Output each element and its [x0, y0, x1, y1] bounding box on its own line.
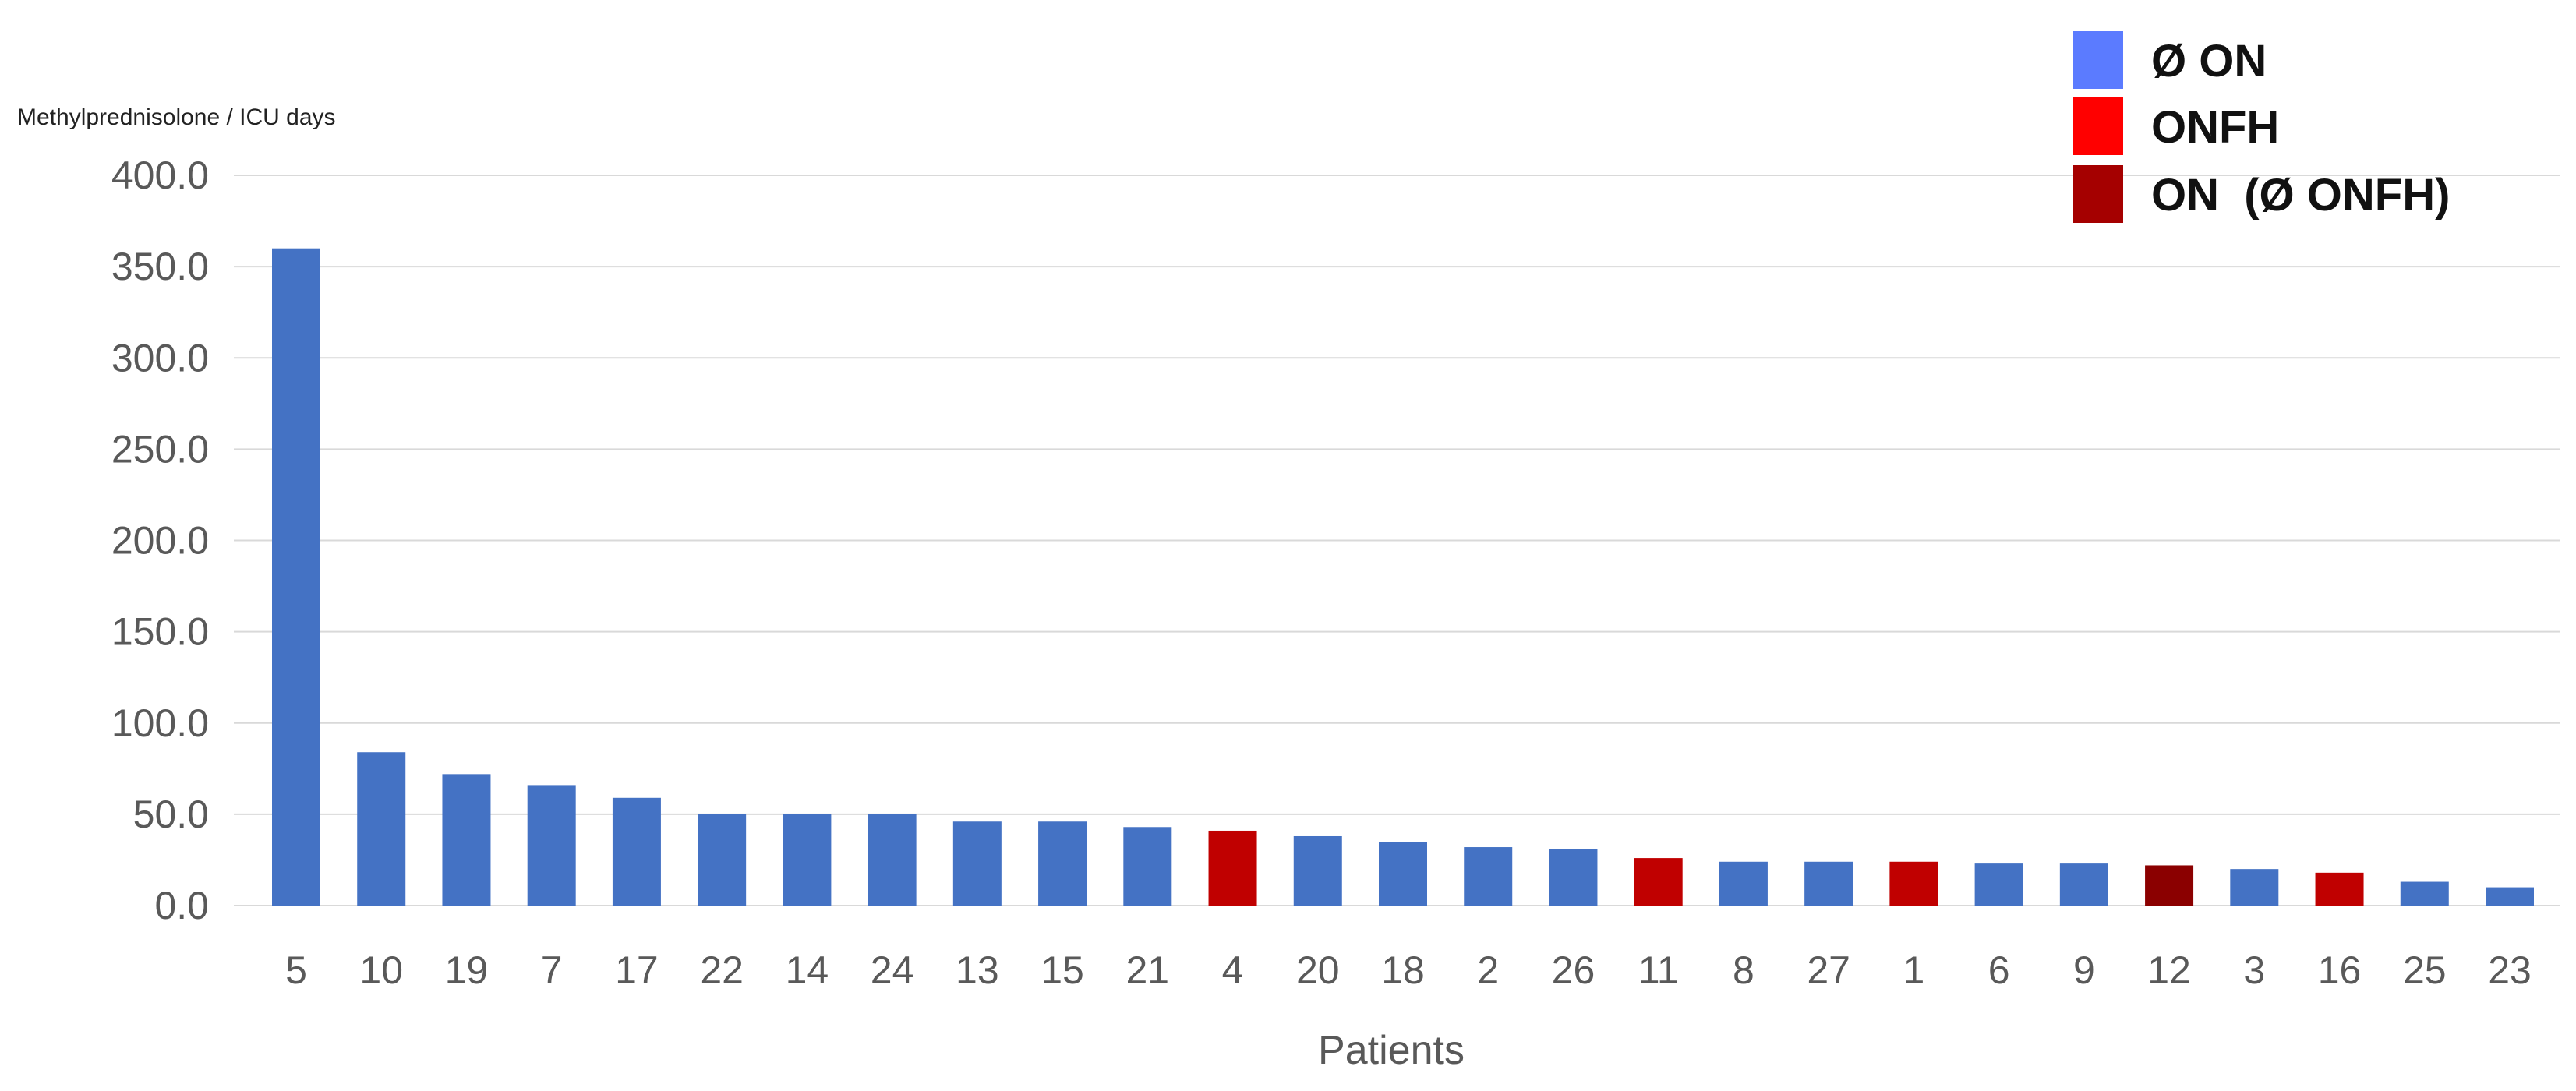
bar-patient-11 — [1634, 858, 1683, 906]
x-tick-label: 5 — [285, 948, 307, 992]
x-tick-label: 24 — [871, 948, 914, 992]
y-tick-label: 50.0 — [133, 793, 209, 836]
bar-patient-13 — [952, 821, 1002, 906]
bar-patient-8 — [1719, 861, 1768, 906]
y-tick-label: 300.0 — [111, 336, 209, 380]
bar-patient-16 — [2315, 872, 2364, 906]
bar-patient-4 — [1208, 830, 1257, 906]
bar-patient-18 — [1379, 842, 1427, 906]
x-tick-label: 13 — [956, 948, 999, 992]
x-tick-label: 16 — [2318, 948, 2362, 992]
legend: Ø ON ONFH ON (Ø ONFH) — [2073, 31, 2450, 223]
x-tick-label: 25 — [2403, 948, 2447, 992]
bar-patient-7 — [527, 785, 576, 906]
legend-swatch-onfh — [2073, 97, 2123, 155]
x-tick-label: 1 — [1903, 948, 1924, 992]
bar-patient-3 — [2230, 869, 2279, 906]
x-tick-label: 15 — [1041, 948, 1084, 992]
y-tick-label: 100.0 — [111, 701, 209, 745]
bars — [272, 248, 2534, 906]
x-tick-label: 2 — [1477, 948, 1499, 992]
y-tick-label: 150.0 — [111, 610, 209, 654]
bar-patient-12 — [2145, 865, 2194, 906]
legend-label-onfh: ONFH — [2151, 102, 2279, 153]
x-tick-label: 23 — [2488, 948, 2532, 992]
x-tick-label: 7 — [541, 948, 563, 992]
bar-patient-24 — [868, 814, 917, 906]
y-tick-labels: 0.0 50.0 100.0 150.0 200.0 250.0 300.0 350.0 400… — [111, 154, 209, 927]
x-tick-label: 26 — [1552, 948, 1595, 992]
y-tick-label: 0.0 — [154, 884, 209, 927]
x-axis-label: Patients — [1318, 1028, 1465, 1073]
x-tick-label: 20 — [1296, 948, 1340, 992]
x-tick-label: 22 — [700, 948, 744, 992]
x-tick-label: 4 — [1222, 948, 1244, 992]
bar-patient-26 — [1549, 849, 1598, 906]
x-tick-label: 3 — [2243, 948, 2265, 992]
bar-patient-6 — [1974, 863, 2023, 906]
bar-patient-17 — [612, 797, 661, 906]
x-tick-label: 27 — [1807, 948, 1850, 992]
x-tick-label: 18 — [1381, 948, 1425, 992]
legend-swatch-no_on — [2073, 31, 2123, 89]
bar-patient-19 — [442, 774, 491, 906]
bar-patient-15 — [1038, 821, 1087, 906]
gridlines — [234, 175, 2560, 906]
legend-swatch-on_no_onfh — [2073, 165, 2123, 223]
x-tick-label: 17 — [615, 948, 659, 992]
y-tick-label: 200.0 — [111, 519, 209, 563]
x-tick-label: 21 — [1125, 948, 1169, 992]
y-tick-label: 350.0 — [111, 245, 209, 288]
y-tick-label: 250.0 — [111, 427, 209, 471]
x-tick-label: 12 — [2147, 948, 2191, 992]
x-tick-label: 8 — [1733, 948, 1754, 992]
x-tick-label: 19 — [445, 948, 489, 992]
bar-patient-2 — [1464, 847, 1513, 906]
x-tick-label: 14 — [786, 948, 829, 992]
bar-patient-23 — [2486, 887, 2534, 906]
x-tick-label: 11 — [1638, 948, 1679, 992]
bar-patient-10 — [357, 752, 406, 906]
x-tick-label: 10 — [359, 948, 403, 992]
legend-label-on_no_onfh: ON (Ø ONFH) — [2151, 170, 2450, 221]
bar-patient-5 — [272, 248, 320, 906]
bar-patient-20 — [1293, 835, 1342, 906]
bar-patient-14 — [783, 814, 832, 906]
bar-patient-1 — [1889, 861, 1938, 906]
bar-patient-21 — [1123, 827, 1172, 906]
bar-patient-9 — [2059, 863, 2108, 906]
y-tick-label: 400.0 — [111, 154, 209, 197]
x-tick-label: 9 — [2073, 948, 2095, 992]
bar-patient-22 — [698, 814, 747, 906]
x-tick-label: 6 — [1988, 948, 2010, 992]
legend-label-no_on: Ø ON — [2151, 36, 2267, 87]
bar-patient-27 — [1804, 861, 1853, 906]
y-axis-label: Methylprednisolone / ICU days — [17, 104, 336, 130]
x-tick-labels: 5 10 19 7 17 22 14 24 13 15 21 4 20 18 2 26 11 8 27 1 6 9 12 3 1… — [285, 948, 2532, 992]
bar-patient-25 — [2400, 881, 2449, 906]
